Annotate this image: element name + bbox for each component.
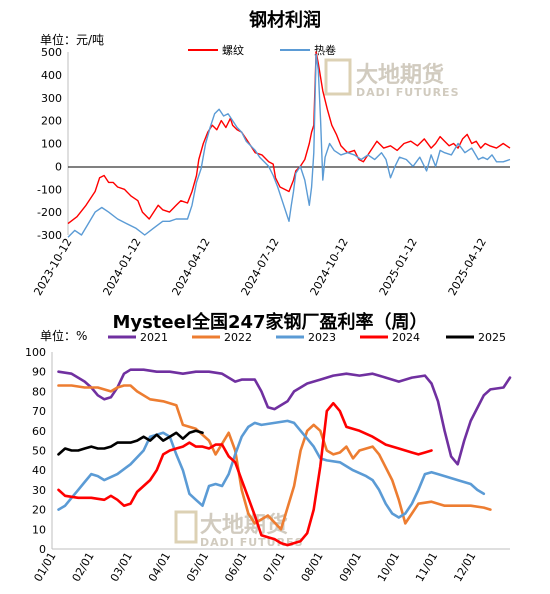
chart2-legend-2024: 2024	[392, 331, 420, 344]
chart1-y-tick: 500	[41, 46, 62, 59]
chart2-y-tick: 20	[32, 504, 46, 517]
chart2-x-axis: 01/01 02/01 03/01 04/01 05/01 06/01 07/01 08/01…	[31, 550, 478, 584]
chart2-x-tick: 07/01	[260, 550, 287, 584]
chart1-x-tick: 2025-04-12	[446, 236, 489, 298]
chart1-y-axis: 500 400 300 200 100 0 -100 -200 -300	[37, 46, 62, 242]
chart1-watermark: 大地期货 DADI FUTURES	[324, 58, 460, 99]
chart1-y-tick: 300	[41, 92, 62, 105]
chart2-y-tick: 30	[32, 484, 46, 497]
chart2-y-tick: 0	[39, 543, 46, 556]
chart1-y-tick: -200	[37, 206, 62, 219]
chart1-x-axis: 2023-10-12 2024-01-12 2024-04-12 2024-07-12…	[31, 236, 489, 298]
chart2-y-tick: 70	[32, 405, 46, 418]
chart2-x-tick: 05/01	[184, 550, 211, 584]
chart2-x-tick: 12/01	[451, 550, 478, 584]
chart2-legend-2023: 2023	[308, 331, 336, 344]
chart2-line-2023	[57, 419, 486, 519]
chart2-legend-2022: 2022	[224, 331, 252, 344]
chart1-watermark-en: DADI FUTURES	[356, 86, 460, 99]
chart2-series	[57, 368, 512, 547]
chart1-y-tick: 0	[55, 160, 62, 173]
chart1-legend-rebar: 螺纹	[222, 43, 244, 57]
watermark-logo-icon	[324, 58, 352, 96]
chart1-title: 钢材利润	[249, 9, 321, 31]
chart2-line-2022	[57, 384, 492, 531]
chart1-y-tick: -300	[37, 229, 62, 242]
chart2-x-tick: 03/01	[108, 550, 135, 584]
chart1-legend: 螺纹 热卷	[188, 43, 336, 57]
chart1-y-tick: 400	[41, 69, 62, 82]
chart1-y-tick: 100	[41, 138, 62, 151]
chart2-x-tick: 06/01	[222, 550, 249, 584]
chart1-unit-label: 单位：元/吨	[40, 32, 104, 47]
chart2-y-tick: 40	[32, 464, 46, 477]
chart2-y-tick: 90	[32, 366, 46, 379]
chart2-x-tick: 10/01	[375, 550, 402, 584]
chart1-y-tick: -100	[37, 183, 62, 196]
watermark-logo-icon	[174, 510, 198, 544]
chart2-x-tick: 02/01	[70, 550, 97, 584]
chart1-line-rebar	[67, 51, 511, 225]
chart1-legend-hrc: 热卷	[314, 43, 336, 57]
chart2-legend-2021: 2021	[140, 331, 168, 344]
chart1-line-hrc	[67, 53, 511, 238]
chart1-x-tick: 2024-01-12	[100, 236, 143, 298]
chart2-y-tick: 50	[32, 445, 46, 458]
chart1-y-tick: 200	[41, 115, 62, 128]
chart1-x-tick: 2023-10-12	[31, 236, 74, 298]
chart2-watermark-en: DADI FUTURES	[200, 536, 304, 549]
chart2-legend-2025: 2025	[478, 331, 506, 344]
chart2-x-tick: 01/01	[31, 550, 58, 584]
chart2-x-tick: 04/01	[146, 550, 173, 584]
chart2-x-tick: 08/01	[299, 550, 326, 584]
chart1-x-tick: 2024-10-12	[308, 236, 351, 298]
chart2-line-2025	[57, 429, 204, 456]
chart2-line-2024	[57, 401, 433, 547]
chart2-y-tick: 80	[32, 385, 46, 398]
chart1-series	[67, 51, 511, 238]
chart2-watermark-cn: 大地期货	[200, 512, 288, 538]
chart2-unit-label: 单位：%	[40, 328, 87, 343]
chart2-x-tick: 09/01	[337, 550, 364, 584]
chart2-y-tick: 60	[32, 425, 46, 438]
chart1-x-tick: 2025-01-12	[377, 236, 420, 298]
steel-profit-chart: 钢材利润 单位：元/吨 螺纹 热卷 大地期货 DADI FUTURES 500 4…	[31, 9, 511, 298]
chart2-y-tick: 100	[25, 346, 46, 359]
mill-profitability-chart: Mysteel全国247家钢厂盈利率（周） 单位：% 2021 2022 2023 2…	[25, 311, 512, 584]
chart2-y-tick: 10	[32, 523, 46, 536]
chart2-line-2021	[57, 368, 512, 466]
chart1-watermark-cn: 大地期货	[356, 62, 444, 88]
chart2-x-tick: 11/01	[413, 550, 440, 584]
chart2-legend: 2021 2022 2023 2024 2025	[108, 331, 506, 344]
chart2-title: Mysteel全国247家钢厂盈利率（周）	[112, 311, 427, 333]
chart1-x-tick: 2024-04-12	[169, 236, 212, 298]
chart1-x-tick: 2024-07-12	[239, 236, 282, 298]
